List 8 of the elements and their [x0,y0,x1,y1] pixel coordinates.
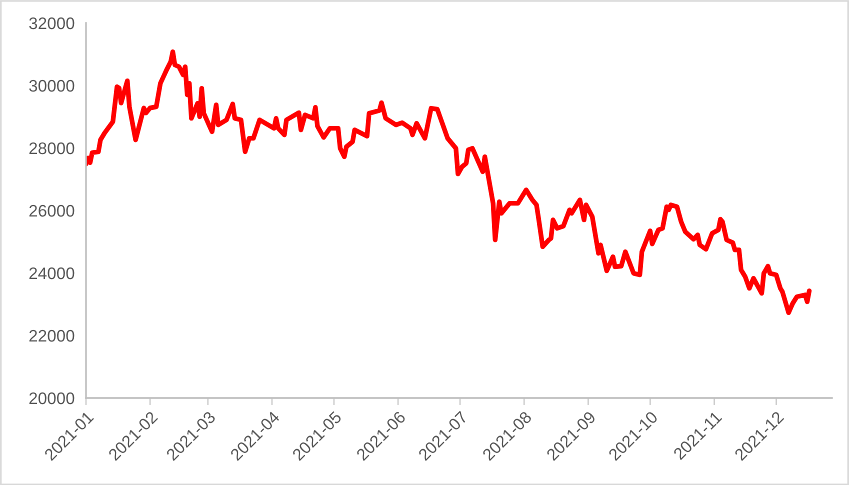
y-tick-label: 20000 [29,392,74,404]
y-tick-label: 32000 [29,17,74,30]
y-tick-label: 22000 [29,330,74,342]
y-tick-label: 24000 [29,267,74,280]
y-tick-label: 26000 [29,204,74,217]
y-tick-label: 28000 [29,142,74,154]
line-series [86,49,812,316]
y-tick-label: 30000 [29,80,74,92]
